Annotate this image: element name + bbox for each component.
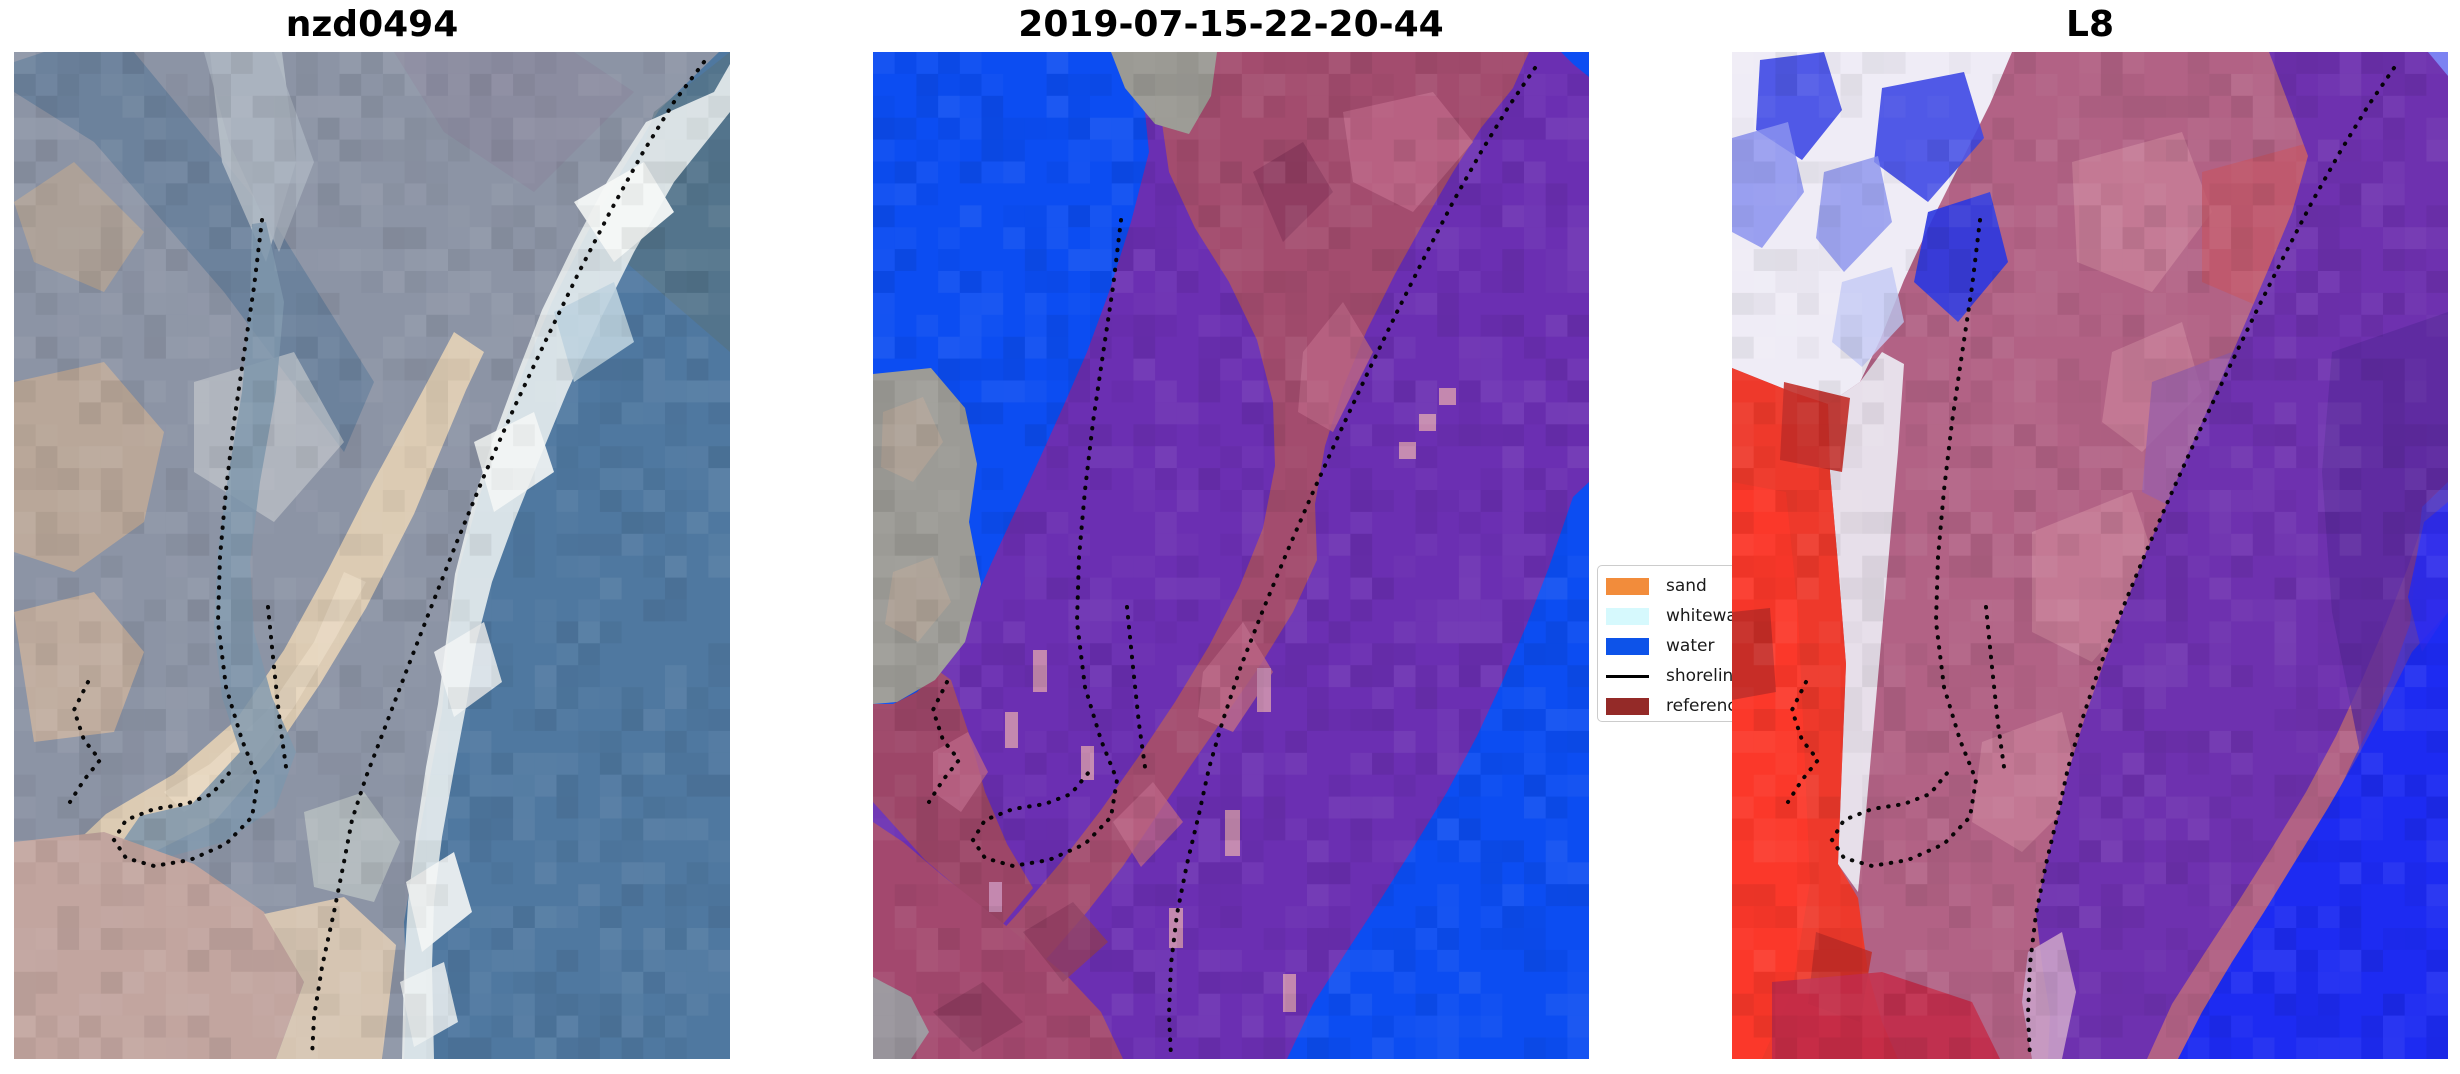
panel2-title: 2019-07-15-22-20-44 bbox=[1018, 4, 1444, 45]
panel-classified-image bbox=[873, 52, 1589, 1059]
shoreline-line-swatch bbox=[1606, 674, 1649, 678]
legend-label: sand bbox=[1666, 576, 1707, 596]
legend-item-sand: sand bbox=[1606, 571, 1808, 601]
legend-item-shoreline: shoreline bbox=[1606, 661, 1808, 691]
legend-label: shoreline bbox=[1666, 666, 1744, 686]
whitewater-swatch bbox=[1606, 607, 1649, 625]
panel-rgb-image bbox=[14, 52, 730, 1059]
panel1-title: nzd0494 bbox=[285, 4, 459, 45]
sand-swatch bbox=[1606, 577, 1649, 595]
panel-l8-image bbox=[1732, 52, 2448, 1059]
water-swatch bbox=[1606, 637, 1649, 655]
legend-label: water bbox=[1666, 636, 1715, 656]
reference-shoreline-swatch bbox=[1606, 697, 1649, 715]
panel3-title: L8 bbox=[2066, 4, 2114, 45]
legend-item-water: water bbox=[1606, 631, 1808, 661]
